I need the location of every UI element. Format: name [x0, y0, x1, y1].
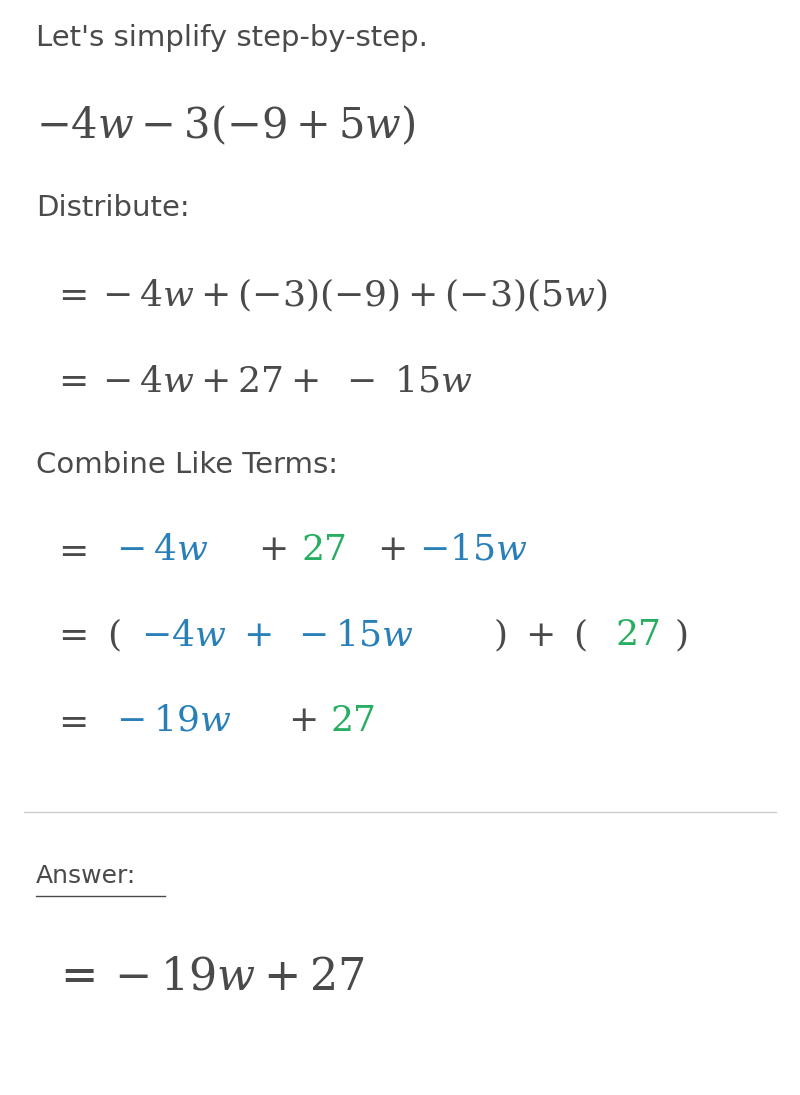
Text: Combine Like Terms:: Combine Like Terms: [36, 451, 338, 480]
Text: Let's simplify step-by-step.: Let's simplify step-by-step. [36, 24, 428, 53]
Text: $27$: $27$ [615, 618, 661, 653]
Text: $-4w\ +\ -15w$: $-4w\ +\ -15w$ [141, 618, 414, 653]
Text: $= -4w + (-3)(-9) + (-3)(5w)$: $= -4w + (-3)(-9) + (-3)(5w)$ [52, 277, 607, 314]
Text: $\ -4w$: $\ -4w$ [98, 532, 208, 567]
Text: $)$: $)$ [674, 616, 687, 654]
Text: $)\ +\ ($: $)\ +\ ($ [494, 616, 588, 654]
Text: Distribute:: Distribute: [36, 194, 190, 222]
Text: $-15w$: $-15w$ [419, 532, 528, 567]
Text: $\ -19w$: $\ -19w$ [98, 703, 231, 738]
Text: $= -4w + 27 +\ -\ 15w$: $= -4w + 27 +\ -\ 15w$ [52, 364, 473, 399]
Text: $=\ ($: $=\ ($ [52, 616, 121, 654]
Text: $\ +\ $: $\ +\ $ [359, 532, 406, 567]
Text: Answer:: Answer: [36, 864, 136, 888]
Text: $=$: $=$ [52, 532, 87, 567]
Text: $=$: $=$ [52, 703, 87, 738]
Text: $-4w - 3(-9 + 5w)$: $-4w - 3(-9 + 5w)$ [36, 104, 415, 148]
Text: $\ +\ $: $\ +\ $ [270, 703, 317, 738]
Text: $\ +\ $: $\ +\ $ [240, 532, 287, 567]
Text: $= -19w + 27$: $= -19w + 27$ [52, 955, 365, 999]
Text: $27$: $27$ [301, 532, 346, 567]
Text: $27$: $27$ [330, 703, 375, 738]
